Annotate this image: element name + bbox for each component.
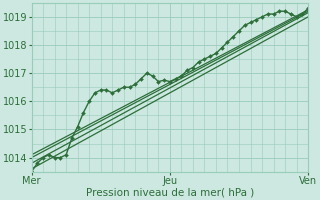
X-axis label: Pression niveau de la mer( hPa ): Pression niveau de la mer( hPa ) xyxy=(86,187,254,197)
